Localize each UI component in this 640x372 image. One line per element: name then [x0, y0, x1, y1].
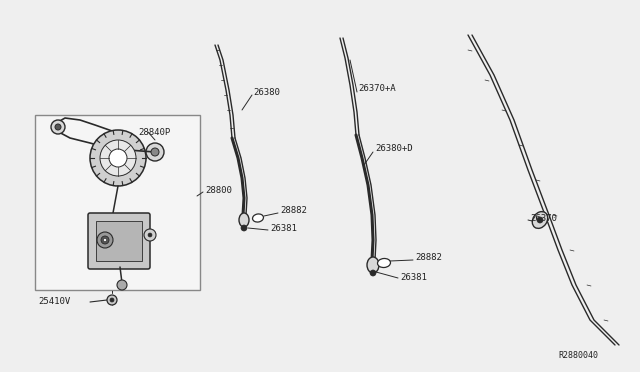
- Bar: [96, 221, 142, 261]
- Text: 28800: 28800: [205, 186, 232, 195]
- Circle shape: [51, 120, 65, 134]
- Text: 25410V: 25410V: [38, 298, 70, 307]
- Circle shape: [370, 270, 376, 276]
- Circle shape: [110, 298, 114, 302]
- Text: 26370: 26370: [530, 214, 557, 222]
- Circle shape: [146, 143, 164, 161]
- Circle shape: [104, 238, 106, 241]
- Ellipse shape: [532, 212, 548, 228]
- Text: R2880040: R2880040: [558, 350, 598, 359]
- Circle shape: [241, 225, 247, 231]
- Circle shape: [144, 229, 156, 241]
- FancyBboxPatch shape: [88, 213, 150, 269]
- Text: 26380: 26380: [253, 87, 280, 96]
- Ellipse shape: [239, 213, 249, 227]
- Circle shape: [148, 233, 152, 237]
- Ellipse shape: [378, 259, 390, 267]
- Text: 28840P: 28840P: [138, 128, 170, 137]
- Ellipse shape: [367, 257, 379, 273]
- Text: 26370+A: 26370+A: [358, 83, 396, 93]
- Text: 26380+D: 26380+D: [375, 144, 413, 153]
- Circle shape: [100, 140, 136, 176]
- Circle shape: [90, 130, 146, 186]
- Circle shape: [151, 148, 159, 156]
- Text: 28882: 28882: [280, 205, 307, 215]
- Circle shape: [55, 124, 61, 130]
- Circle shape: [109, 149, 127, 167]
- Circle shape: [107, 295, 117, 305]
- Circle shape: [101, 236, 109, 244]
- Circle shape: [117, 280, 127, 290]
- Circle shape: [97, 232, 113, 248]
- Text: 26381: 26381: [400, 273, 427, 282]
- Bar: [35, 115, 200, 290]
- Text: 28882: 28882: [415, 253, 442, 263]
- Text: 26381: 26381: [270, 224, 297, 232]
- Ellipse shape: [253, 214, 264, 222]
- Circle shape: [537, 217, 543, 223]
